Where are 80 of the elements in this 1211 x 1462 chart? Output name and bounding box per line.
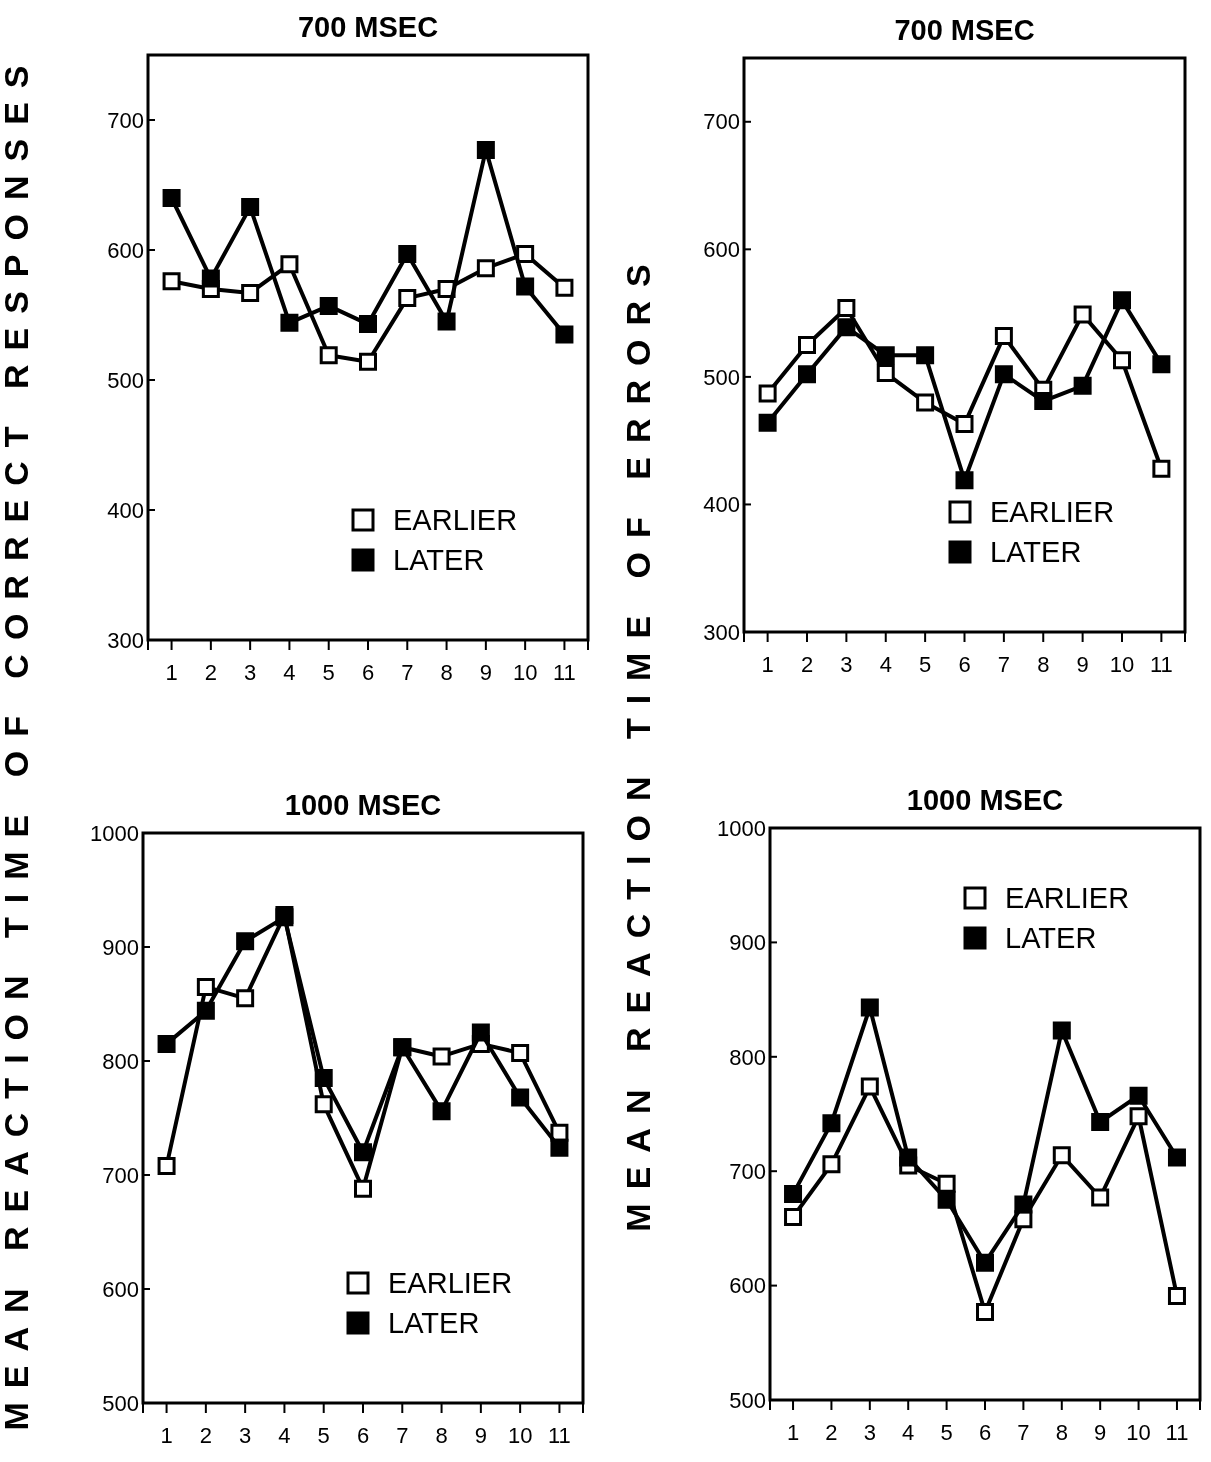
x-tick-label: 6 [356, 1423, 370, 1448]
x-tick-label: 10 [512, 660, 538, 685]
x-tick-label: 11 [1149, 652, 1173, 677]
x-tick-label: 5 [322, 660, 335, 685]
chart-title: 700 MSEC [894, 14, 1035, 46]
y-tick-label: 600 [107, 237, 144, 263]
y-tick-label: 700 [729, 1158, 766, 1184]
x-tick-label: 3 [840, 652, 853, 677]
y-tick-label: 300 [107, 627, 144, 653]
x-tick-label: 9 [1076, 652, 1089, 677]
legend-label: EARLIER [388, 1267, 513, 1300]
x-tick-label: 10 [1109, 652, 1135, 677]
x-tick-label: 11 [1165, 1420, 1189, 1445]
y-tick-label: 500 [729, 1387, 766, 1413]
y-tick-label: 700 [102, 1162, 139, 1188]
x-tick-label: 9 [474, 1423, 487, 1448]
x-tick-label: 4 [283, 660, 296, 685]
x-tick-label: 1 [160, 1423, 173, 1448]
chart-title: 1000 MSEC [284, 789, 442, 821]
x-tick-label: 8 [440, 660, 453, 685]
x-tick-label: 4 [902, 1420, 915, 1445]
x-tick-label: 2 [204, 660, 217, 685]
y-axis-title: MEAN REACTION TIME OF CORRECT RESPONSES [0, 51, 35, 1431]
x-tick-label: 1 [165, 660, 178, 685]
y-tick-label: 600 [102, 1276, 139, 1302]
x-tick-label: 2 [199, 1423, 212, 1448]
x-tick-label: 2 [800, 652, 814, 677]
y-tick-label: 300 [703, 619, 740, 645]
y-tick-label: 1000 [90, 820, 139, 846]
x-tick-label: 10 [1126, 1420, 1151, 1445]
y-tick-label: 600 [703, 237, 740, 263]
legend-label: EARLIER [393, 504, 518, 537]
x-tick-label: 7 [401, 660, 414, 685]
legend-label: LATER [393, 544, 485, 577]
x-tick-label: 9 [479, 660, 492, 685]
legend-label: LATER [388, 1307, 480, 1340]
x-tick-label: 6 [361, 660, 375, 685]
x-tick-label: 4 [278, 1423, 291, 1448]
x-tick-label: 1 [786, 1420, 800, 1445]
x-tick-label: 5 [940, 1420, 953, 1445]
y-tick-label: 400 [703, 492, 740, 518]
y-tick-label: 800 [729, 1044, 766, 1070]
legend-label: LATER [1005, 922, 1097, 955]
x-tick-label: 3 [863, 1420, 876, 1445]
x-tick-label: 4 [879, 652, 892, 677]
x-tick-label: 3 [244, 660, 257, 685]
x-tick-label: 9 [1094, 1420, 1107, 1445]
y-tick-label: 700 [703, 109, 740, 135]
x-tick-label: 3 [239, 1423, 252, 1448]
y-tick-label: 900 [102, 934, 139, 960]
legend-label: EARLIER [990, 496, 1115, 529]
y-tick-label: 800 [102, 1048, 139, 1074]
y-tick-label: 600 [729, 1273, 766, 1299]
y-tick-label: 400 [107, 497, 144, 523]
y-tick-label: 500 [107, 367, 144, 393]
y-tick-label: 700 [107, 107, 144, 133]
y-tick-label: 900 [729, 930, 766, 956]
x-tick-label: 1 [761, 652, 774, 677]
y-tick-label: 500 [102, 1390, 139, 1416]
legend-label: LATER [990, 536, 1082, 569]
x-tick-label: 6 [958, 652, 971, 677]
x-tick-label: 7 [997, 652, 1010, 677]
x-tick-label: 5 [317, 1423, 330, 1448]
chart-title: 1000 MSEC [906, 784, 1064, 816]
x-tick-label: 11 [553, 660, 576, 685]
x-tick-label: 2 [825, 1420, 838, 1445]
x-tick-label: 5 [919, 652, 932, 677]
legend-label: EARLIER [1005, 882, 1130, 915]
x-tick-label: 7 [396, 1423, 409, 1448]
y-tick-label: 1000 [717, 815, 766, 841]
y-axis-title: MEAN REACTION TIME OF ERRORS [619, 250, 657, 1232]
x-tick-label: 6 [978, 1420, 992, 1445]
x-tick-label: 11 [548, 1423, 571, 1448]
x-tick-label: 8 [1055, 1420, 1068, 1445]
x-tick-label: 8 [1037, 652, 1050, 677]
x-tick-label: 7 [1017, 1420, 1030, 1445]
x-tick-label: 10 [507, 1423, 533, 1448]
chart-title: 700 MSEC [297, 11, 439, 43]
x-tick-label: 8 [435, 1423, 448, 1448]
y-tick-label: 500 [703, 364, 740, 390]
